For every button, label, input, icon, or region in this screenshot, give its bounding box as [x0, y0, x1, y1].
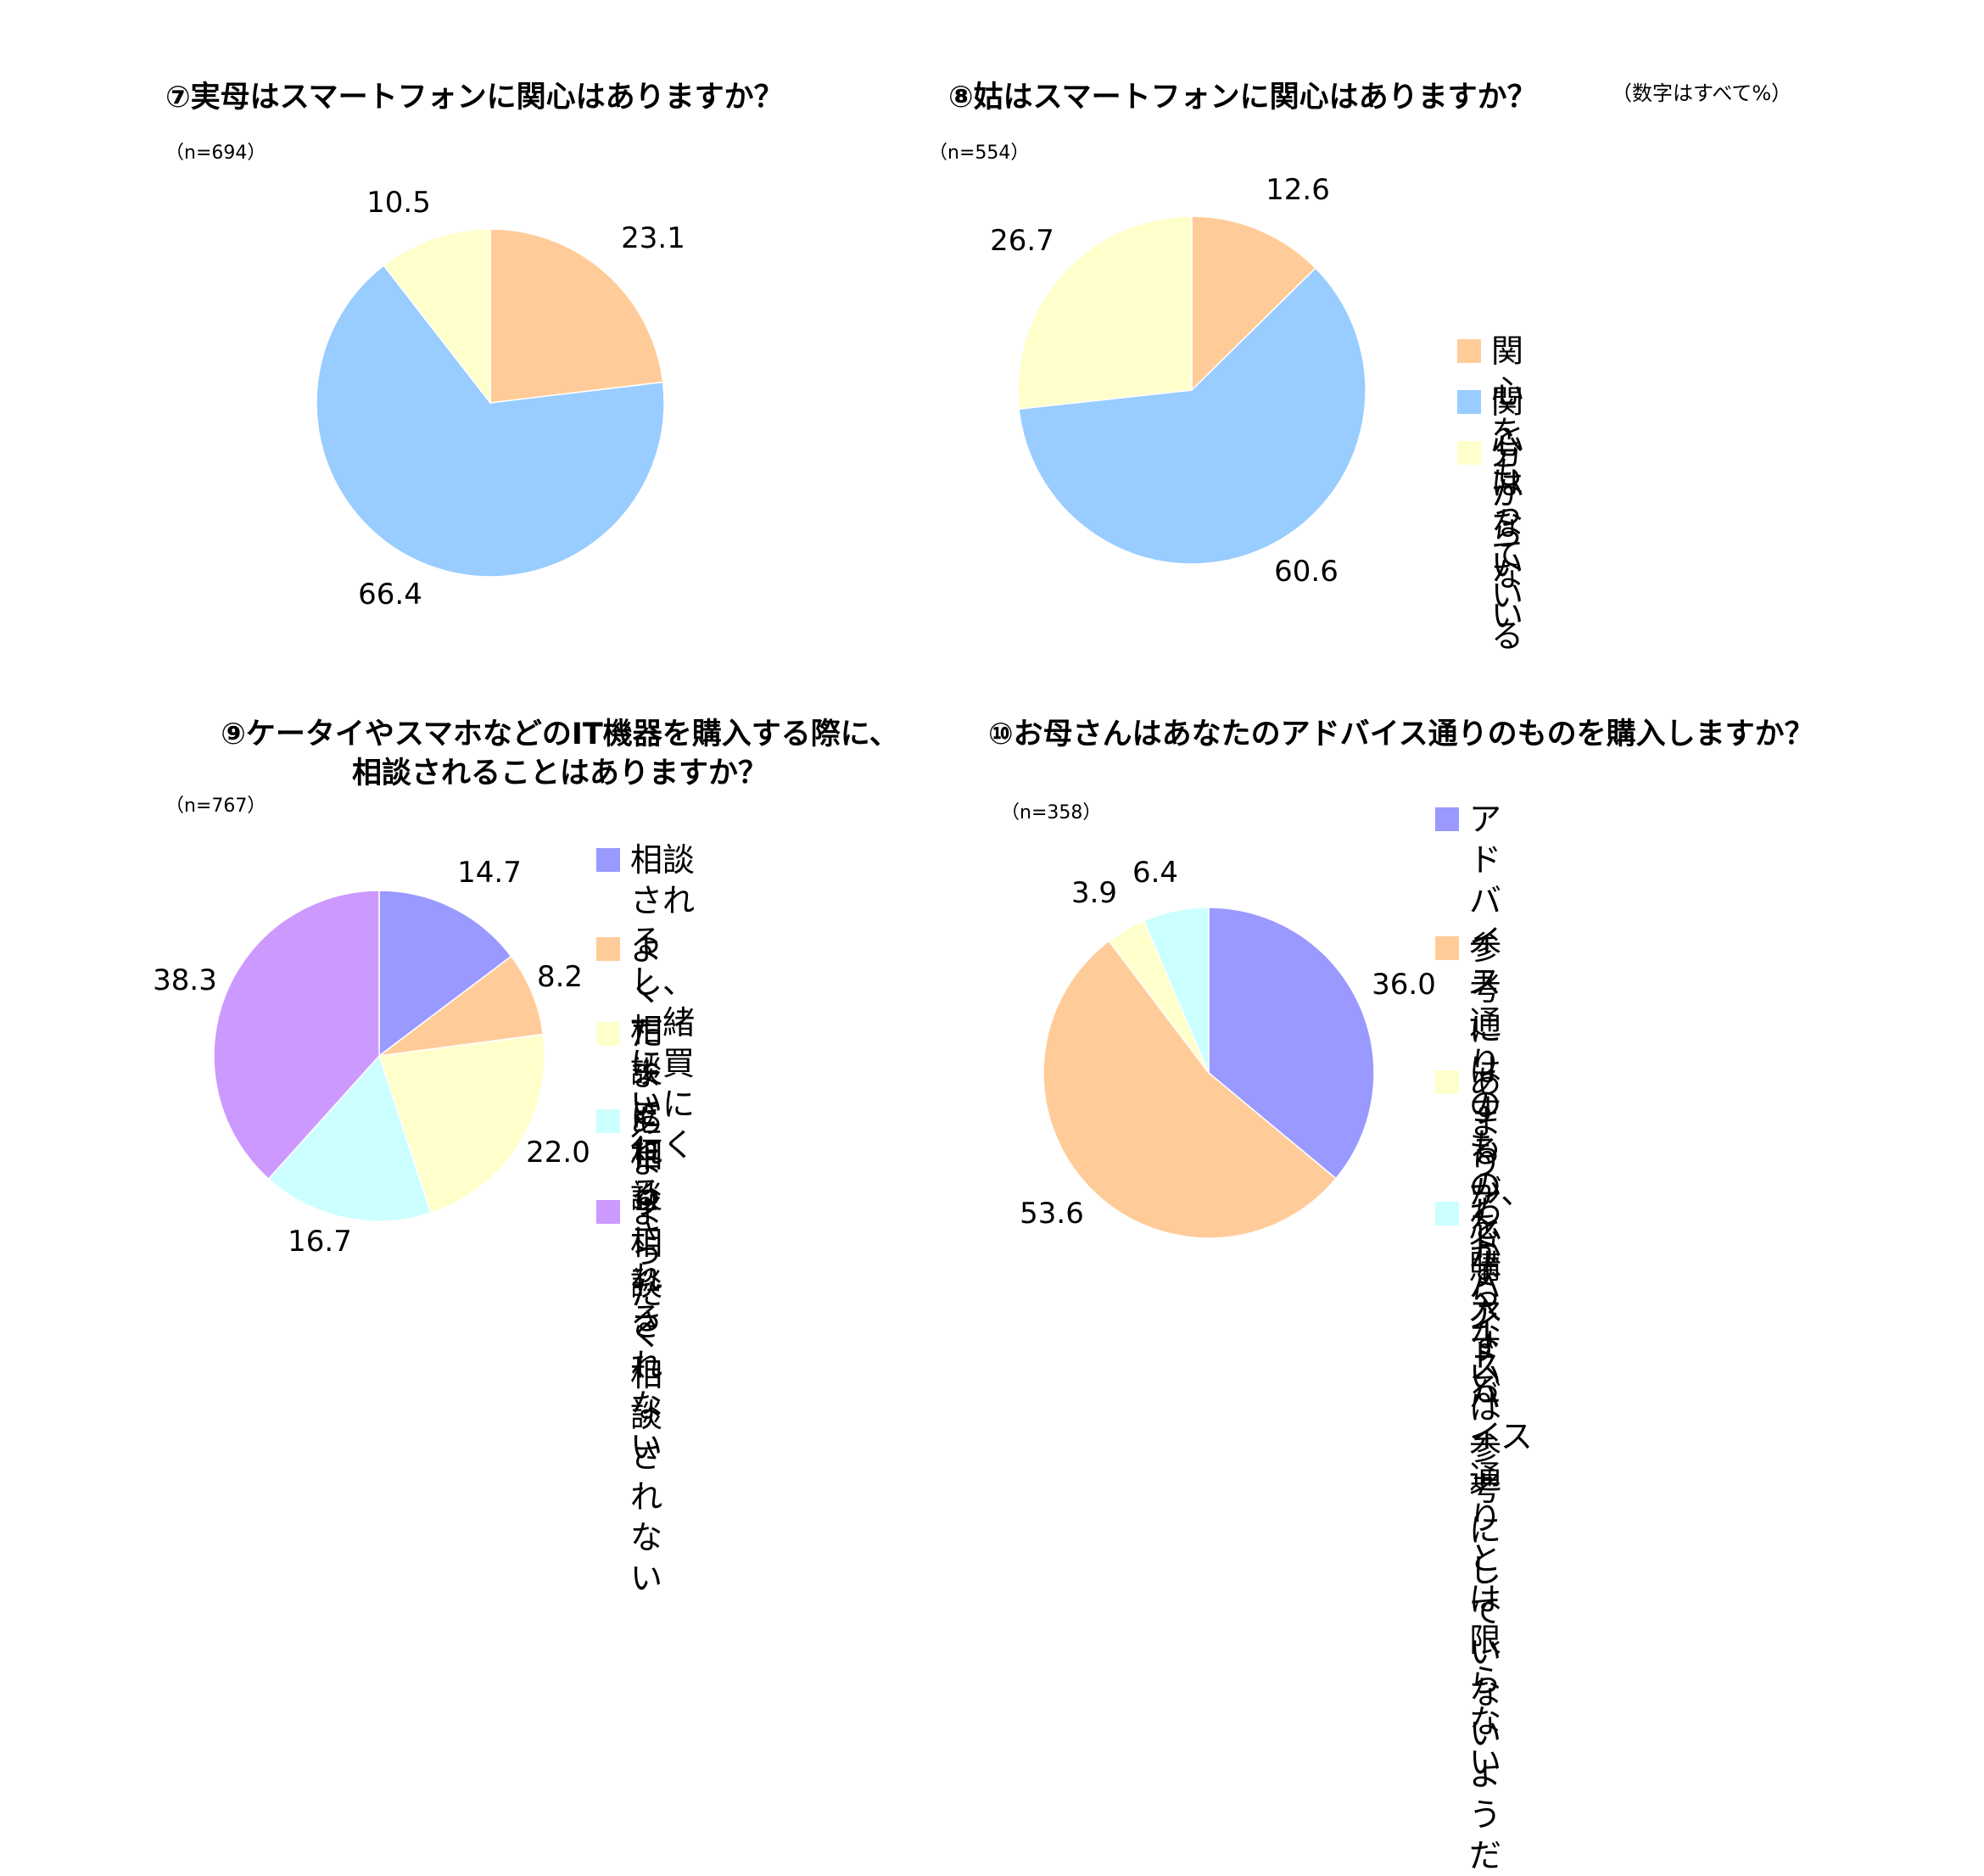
- pie-slice: [267, 1054, 432, 1222]
- legend-swatch: [1435, 1070, 1459, 1094]
- legend-swatch: [596, 1022, 620, 1046]
- chart9-legend: 相談されるし、一緒 に買いに行く よく相談される たまに相談される あまり相談されない…: [596, 840, 961, 1597]
- legend-label: 相談されるし、一緒 に買いに行く: [630, 841, 696, 1164]
- legend-swatch: [1435, 936, 1459, 960]
- pie-slice: [377, 955, 545, 1058]
- pie-slice: [1208, 907, 1375, 1180]
- pie-value-label: 16.7: [288, 1225, 352, 1259]
- chart9-title-line2: 相談されることはありますか？: [351, 757, 768, 790]
- legend-swatch: [1435, 807, 1459, 831]
- legend-label: 分からない: [1491, 434, 1524, 634]
- chart8-legend: 関心をもっている 関心はない 分からない: [1457, 331, 1814, 655]
- pie-value-label: 14.7: [457, 856, 522, 890]
- pie-value-label: 23.1: [621, 221, 685, 255]
- legend-label: 関心はない: [1491, 383, 1524, 583]
- legend-label: たまに相談される: [630, 1015, 663, 1337]
- legend-swatch: [596, 1200, 620, 1224]
- legend-swatch: [1457, 339, 1481, 363]
- legend-swatch: [596, 848, 620, 872]
- pie-value-label: 53.6: [1020, 1197, 1084, 1231]
- chart7-n-label: （n=694）: [165, 142, 266, 164]
- pie-slice: [1191, 215, 1317, 392]
- pie-value-label: 8.2: [537, 960, 583, 994]
- legend-label: まったく相談されない: [630, 1193, 663, 1597]
- chart10-n-label: （n=358）: [1001, 802, 1102, 824]
- chart9-title-line1: ⑨ケータイやスマホなどのIT機器を購入する際に、: [221, 717, 899, 751]
- pie-value-label: 10.5: [366, 186, 431, 220]
- chart10-legend: アドバイス通りのもの を購入する 参考にはするが、必 ずアドバイス通りとは 限らな…: [1435, 799, 1825, 1874]
- pie-slice: [1042, 940, 1338, 1239]
- pie-value-label: 26.7: [990, 224, 1054, 258]
- units-note: （数字はすべて%）: [1612, 81, 1792, 105]
- legend-label: 関心をもっている: [1491, 332, 1524, 655]
- pie-charts-canvas: 23.1 66.4 10.5 12.6 60.6 26.7 14.7 8.2 22.0 16.…: [153, 173, 1436, 1259]
- pie-slice: [1017, 215, 1193, 410]
- pie-value-label: 66.4: [358, 578, 422, 611]
- legend-swatch: [596, 1109, 620, 1133]
- legend-label: よく相談される: [630, 930, 663, 1212]
- pie-value-label: 38.3: [153, 963, 217, 997]
- legend-swatch: [1435, 1202, 1459, 1226]
- chart8-n-label: （n=554）: [929, 142, 1030, 164]
- chart8-pie: 12.6 60.6 26.7: [990, 173, 1366, 589]
- pie-slice: [316, 264, 665, 578]
- chart7-title: ⑦実母はスマートフォンに関心はありますか？: [165, 81, 784, 114]
- pie-value-label: 60.6: [1274, 555, 1339, 589]
- legend-swatch: [1457, 390, 1481, 414]
- pie-value-label: 36.0: [1372, 968, 1436, 1002]
- chart9-n-label: （n=767）: [165, 796, 266, 817]
- pie-slice: [489, 228, 664, 404]
- legend-label: アドバイス通りのもの を購入する: [1469, 801, 1502, 1408]
- pie-slice: [383, 228, 491, 405]
- chart8-title: ⑧姑はスマートフォンに関心はありますか？: [948, 81, 1537, 114]
- legend-swatch: [1457, 441, 1481, 465]
- chart10-title: ⑩お母さんはあなたのアドバイス通りのものを購入しますか？: [988, 717, 1814, 751]
- legend-label: あまりアドバイスは 参考にしていないよ うだ: [1469, 1064, 1502, 1874]
- pie-value-label: 3.9: [1071, 876, 1117, 910]
- pie-slice: [213, 890, 380, 1181]
- legend-swatch: [596, 937, 620, 961]
- chart9-pie: 14.7 8.2 22.0 16.7 38.3: [153, 856, 590, 1259]
- chart7-pie: 23.1 66.4 10.5: [316, 186, 685, 611]
- pie-value-label: 6.4: [1132, 856, 1178, 890]
- pie-slice: [1143, 907, 1210, 1074]
- pie-value-label: 22.0: [526, 1136, 590, 1170]
- legend-label: わからない: [1469, 1195, 1502, 1395]
- pie-slice: [378, 1033, 545, 1214]
- chart10-pie: 36.0 53.6 3.9 6.4: [1020, 856, 1436, 1239]
- pie-value-label: 12.6: [1266, 173, 1330, 207]
- pie-slice: [1018, 267, 1366, 565]
- pie-slice: [378, 890, 512, 1058]
